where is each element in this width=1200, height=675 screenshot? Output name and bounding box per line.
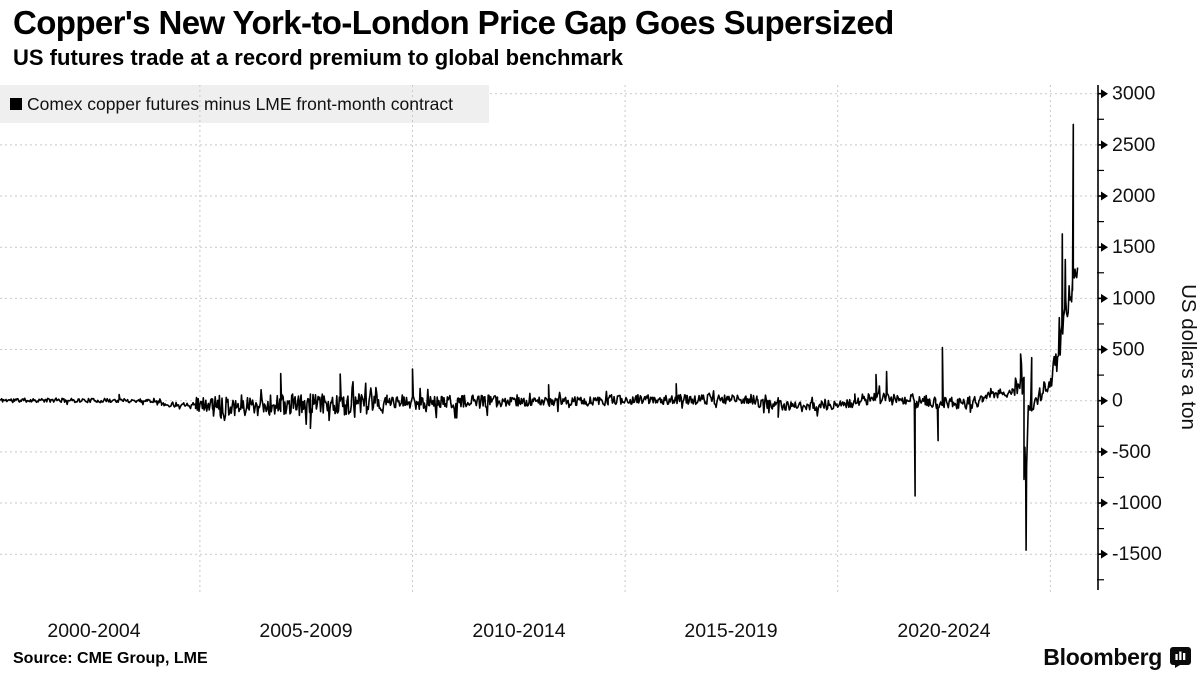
legend: Comex copper futures minus LME front-mon…: [0, 85, 489, 123]
y-axis-tick-label: -500: [1112, 441, 1151, 463]
series-line: [0, 123, 1079, 551]
y-axis-tick-label: 2500: [1112, 134, 1156, 156]
major-tick-arrow-icon: [1101, 191, 1108, 201]
vertical-gridlines: [199, 85, 1051, 592]
major-tick-arrow-icon: [1101, 89, 1108, 99]
x-axis-label: 2015-2019: [684, 620, 778, 642]
chart-subtitle: US futures trade at a record premium to …: [13, 45, 624, 70]
x-axis-label: 2005-2009: [259, 620, 353, 642]
y-axis-tick-label: -1500: [1112, 543, 1162, 565]
y-axis-title: US dollars a ton: [1177, 284, 1200, 430]
major-tick-arrow-icon: [1101, 293, 1108, 303]
major-tick-arrow-icon: [1101, 549, 1108, 559]
major-tick-arrow-icon: [1101, 242, 1108, 252]
y-axis-tick-label: 1000: [1112, 287, 1156, 309]
x-axis-label: 2000-2004: [47, 620, 141, 642]
major-tick-arrow-icon: [1101, 396, 1108, 406]
y-axis-tick-label: 2000: [1112, 185, 1156, 207]
horizontal-gridlines: [0, 93, 1098, 555]
major-tick-arrow-icon: [1101, 447, 1108, 457]
bloomberg-terminal-icon: [1170, 647, 1191, 668]
legend-background: [0, 85, 489, 123]
major-tick-arrow-icon: [1101, 140, 1108, 150]
source-note: Source: CME Group, LME: [13, 650, 208, 667]
chart-title: Copper's New York-to-London Price Gap Go…: [13, 4, 894, 41]
y-axis-tick-label: 3000: [1112, 83, 1156, 105]
y-axis-tick-label: 0: [1112, 390, 1123, 412]
y-axis-tick-label: -1000: [1112, 492, 1162, 514]
y-axis: -1500 -1000 -500 0 500 1000 1500 2000 2500 3000 US…: [1097, 83, 1200, 590]
bloomberg-logo: Bloomberg: [1043, 644, 1192, 671]
legend-swatch-icon: [10, 98, 22, 110]
y-axis-tick-label: 500: [1112, 339, 1145, 361]
y-axis-tick-label: 1500: [1112, 236, 1156, 258]
bloomberg-wordmark: Bloomberg: [1043, 644, 1162, 670]
major-tick-arrow-icon: [1101, 345, 1108, 355]
major-tick-arrow-icon: [1101, 498, 1108, 508]
x-axis-label: 2020-2024: [897, 620, 991, 642]
x-axis-label: 2010-2014: [472, 620, 566, 642]
legend-label: Comex copper futures minus LME front-mon…: [27, 93, 454, 114]
